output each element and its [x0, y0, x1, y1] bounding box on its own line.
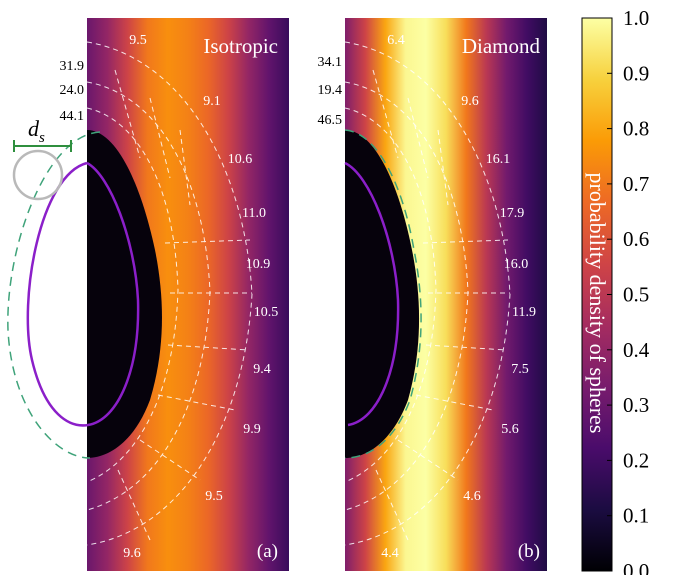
panel-diamond: Diamond (b) 34.1 19.4 46.5 6.4 9.6 16.1 …	[318, 18, 547, 571]
ring-values: 9.5 9.1 10.6 11.0 10.9 10.5 9.4 9.9 9.5 …	[123, 33, 278, 561]
ring-value: 9.9	[243, 422, 261, 437]
ring-value: 5.6	[501, 422, 519, 437]
sphere-icon	[12, 149, 64, 201]
top-value: 44.1	[60, 109, 85, 124]
ring-value: 9.4	[253, 362, 271, 377]
ring-value: 9.5	[205, 489, 223, 504]
sphere-diameter-label: ds	[28, 116, 45, 146]
ring-value: 4.6	[463, 489, 481, 504]
particle-shadow	[345, 130, 420, 458]
dashed-grid	[87, 41, 253, 546]
ring-value: 11.9	[512, 305, 536, 320]
ring-value: 16.1	[486, 152, 511, 167]
panel-label-a: (a)	[257, 541, 278, 562]
top-value: 31.9	[60, 59, 85, 74]
ring-value: 10.9	[246, 257, 271, 272]
panel-label-b: (b)	[518, 541, 540, 562]
colorbar-tick-label: 0.3	[623, 393, 649, 417]
ring-value: 6.4	[387, 33, 405, 48]
ring-value: 4.4	[381, 546, 399, 561]
colorbar-tick-label: 0.5	[623, 283, 649, 307]
dashed-grid	[345, 41, 511, 546]
top-value: 19.4	[318, 83, 343, 98]
excluded-volume-outline	[345, 129, 422, 459]
colorbar-tick-label: 0.2	[623, 448, 649, 472]
ring-value: 10.6	[228, 152, 253, 167]
ring-value: 9.5	[129, 33, 147, 48]
sphere-diameter-bar	[13, 140, 72, 152]
colorbar-tick-label: 0.9	[623, 61, 649, 85]
colorbar: 1.0 0.9 0.8 0.7 0.6 0.5 0.4 0.3 0.2 0.1 0.0	[581, 6, 650, 575]
top-value: 24.0	[60, 83, 85, 98]
ring-value: 7.5	[511, 362, 529, 377]
top-value: 34.1	[318, 55, 343, 70]
ring-value: 9.6	[123, 546, 141, 561]
colorbar-tick-label: 1.0	[623, 6, 649, 30]
colorbar-tick-label: 0.4	[623, 338, 650, 362]
particle-outline	[344, 161, 400, 427]
particle-outline	[26, 161, 89, 427]
colorbar-tick-label: 0.8	[623, 117, 649, 141]
colorbar-tick-label: 0.6	[623, 227, 649, 251]
ring-value: 17.9	[500, 206, 525, 221]
ring-value: 11.0	[242, 206, 266, 221]
ring-value: 9.6	[461, 94, 479, 109]
particle-outline-inner	[86, 161, 140, 427]
top-value: 46.5	[318, 113, 343, 128]
ring-value: 10.5	[254, 305, 279, 320]
ring-value: 9.1	[203, 94, 221, 109]
panel-title-diamond: Diamond	[462, 34, 541, 58]
colorbar-tick-label: 0.0	[623, 559, 649, 575]
colorbar-ticks: 1.0 0.9 0.8 0.7 0.6 0.5 0.4 0.3 0.2 0.1 0.0	[607, 6, 650, 575]
ring-values: 6.4 9.6 16.1 17.9 16.0 11.9 7.5 5.6 4.6 …	[381, 33, 536, 561]
excluded-volume-outline	[7, 131, 101, 459]
colorbar-label: probability density of spheres	[585, 172, 610, 434]
panel-title-isotropic: Isotropic	[203, 34, 278, 58]
particle-shadow	[87, 130, 162, 458]
colorbar-tick-label: 0.7	[623, 172, 649, 196]
panel-isotropic: Isotropic (a) 31.9 24.0 44.1 9.5 9.1 10.…	[7, 18, 289, 571]
colorbar-tick-label: 0.1	[623, 504, 649, 528]
ring-value: 16.0	[504, 257, 529, 272]
